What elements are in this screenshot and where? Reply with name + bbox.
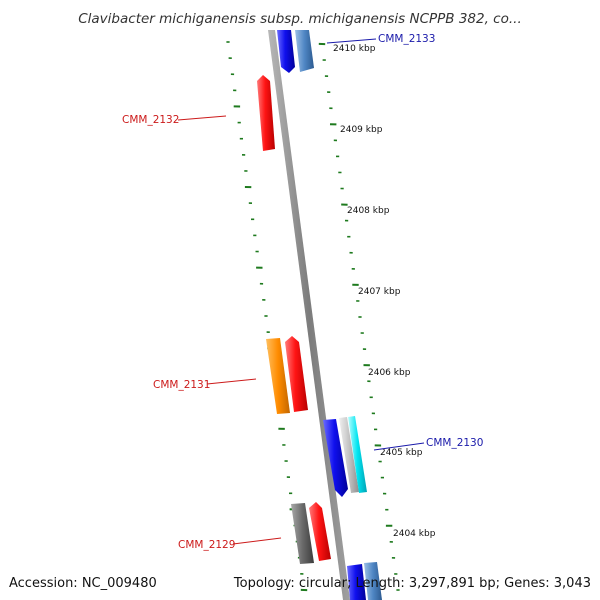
gene-label-cmm-2131[interactable]: CMM_2131 — [153, 379, 210, 391]
genome-backbone — [268, 30, 350, 600]
kbp-label: 2407 kbp — [358, 287, 401, 297]
gene-steel-bottom — [364, 562, 382, 600]
gene-gray — [291, 503, 314, 564]
gene-label-cmm-2133[interactable]: CMM_2133 — [378, 33, 435, 45]
accession-text: Accession: NC_009480 — [9, 576, 157, 591]
leader-line-cmm-2130 — [373, 442, 425, 451]
gene-orange — [266, 338, 290, 414]
kbp-label: 2408 kbp — [347, 206, 390, 216]
kbp-label: 2405 kbp — [380, 448, 423, 458]
gene-silver — [339, 417, 359, 493]
gene-cmm-2132 — [257, 75, 275, 151]
kbp-label: 2404 kbp — [393, 529, 436, 539]
gene-cmm-2129 — [309, 502, 331, 561]
gene-blue-bottom — [347, 564, 366, 600]
gene-label-cmm-2132[interactable]: CMM_2132 — [122, 114, 179, 126]
kbp-label: 2406 kbp — [368, 368, 411, 378]
gene-cyan — [348, 416, 367, 493]
gene-label-cmm-2130[interactable]: CMM_2130 — [426, 437, 483, 449]
gene-steel-top — [295, 30, 314, 72]
leader-line-cmm-2129 — [232, 537, 282, 545]
right-tick-row — [318, 42, 400, 591]
kbp-label: 2409 kbp — [340, 125, 383, 135]
leader-line-cmm-2133 — [326, 38, 377, 44]
leader-line-cmm-2131 — [206, 378, 257, 385]
gene-label-cmm-2129[interactable]: CMM_2129 — [178, 539, 235, 551]
gene-cmm-2131 — [285, 336, 308, 412]
kbp-label: 2410 kbp — [333, 44, 376, 54]
summary-text: Topology: circular; Length: 3,297,891 bp… — [233, 576, 591, 591]
leader-line-cmm-2132 — [177, 115, 227, 121]
map-title: Clavibacter michiganensis subsp. michiga… — [78, 11, 522, 27]
gene-cmm-2130-blue — [323, 419, 348, 497]
gene-blue-top — [277, 30, 295, 73]
